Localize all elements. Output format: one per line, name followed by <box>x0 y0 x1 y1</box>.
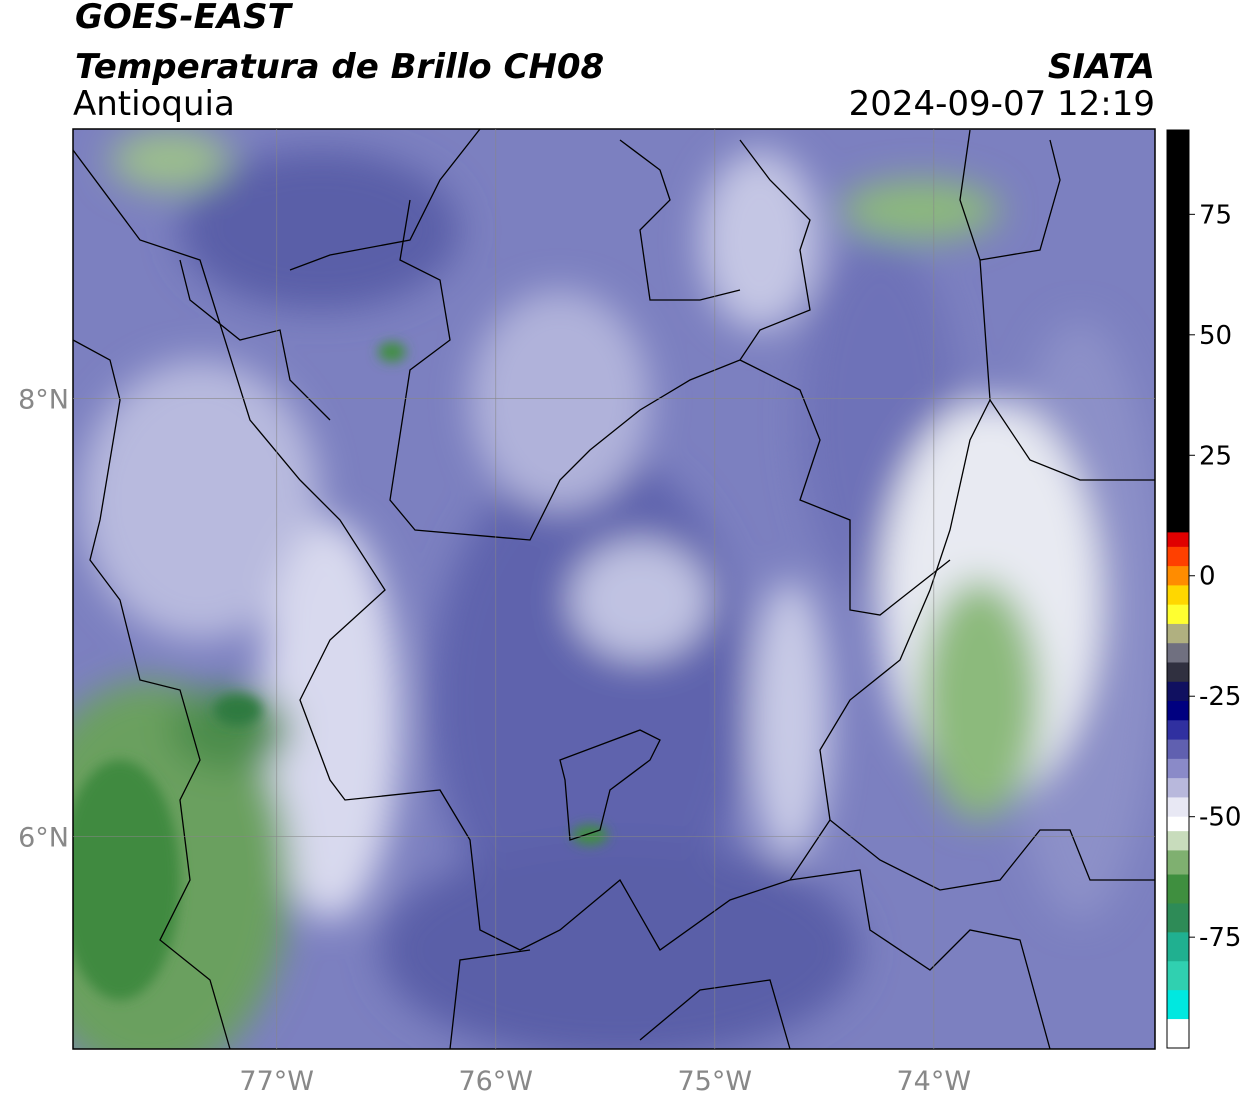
colorbar-band <box>1167 874 1189 904</box>
colorbar-band <box>1167 816 1189 832</box>
lon-tick-label: 76°W <box>458 1066 533 1097</box>
colorbar-band <box>1167 797 1189 818</box>
satellite-image <box>73 129 1155 1049</box>
colorbar-tick-label: -25 <box>1199 682 1241 712</box>
lat-tick-label: 8°N <box>18 384 69 415</box>
colorbar-band <box>1167 681 1189 702</box>
colorbar-band <box>1167 1019 1189 1049</box>
colorbar-band <box>1167 662 1189 683</box>
timestamp: 2024-09-07 12:19 <box>849 84 1155 124</box>
colorbar-band <box>1167 758 1189 779</box>
region: Antioquia <box>73 84 235 124</box>
colorbar-band <box>1167 585 1189 606</box>
colorbar-band <box>1167 720 1189 741</box>
colorbar-frame <box>1166 129 1190 1049</box>
lat-tick-label: 6°N <box>18 823 69 854</box>
colorbar-band <box>1167 130 1189 533</box>
colorbar-tick-label: 50 <box>1199 321 1232 351</box>
colorbar-band <box>1167 850 1189 876</box>
colorbar-band <box>1167 566 1189 586</box>
colorbar-tick-label: -75 <box>1199 923 1241 953</box>
colorbar-tick-label: 0 <box>1199 562 1216 592</box>
colorbar-band <box>1167 990 1189 1020</box>
title: GOES-EAST <box>75 0 294 37</box>
colorbar-tick-label: -50 <box>1199 803 1241 833</box>
lon-tick-label: 74°W <box>897 1066 972 1097</box>
colorbar-band <box>1167 604 1189 625</box>
colorbar-band <box>1167 546 1189 567</box>
colorbar-band <box>1167 532 1189 548</box>
source: SIATA <box>1048 47 1155 87</box>
subtitle: Temperatura de Brillo CH08 <box>75 47 604 87</box>
lon-tick-label: 77°W <box>239 1066 314 1097</box>
colorbar-band <box>1167 831 1189 851</box>
colorbar-tick-label: 75 <box>1199 200 1232 230</box>
colorbar-tick-label: 25 <box>1199 441 1232 471</box>
colorbar-band <box>1167 701 1189 721</box>
colorbar-band <box>1167 903 1189 933</box>
colorbar-band <box>1167 932 1189 962</box>
colorbar-band <box>1167 739 1189 760</box>
colorbar-band <box>1167 623 1189 644</box>
colorbar-band <box>1167 961 1189 991</box>
colorbar-band <box>1167 778 1189 798</box>
colorbar-band <box>1167 643 1189 663</box>
lon-tick-label: 75°W <box>677 1066 752 1097</box>
map-frame <box>72 128 1156 1050</box>
